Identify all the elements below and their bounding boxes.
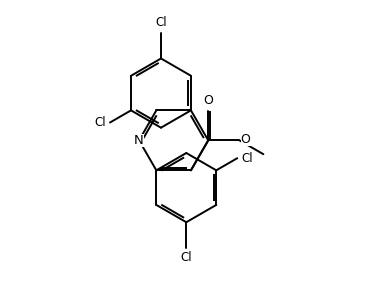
Text: O: O: [241, 133, 250, 146]
Text: O: O: [203, 94, 213, 107]
Text: Cl: Cl: [180, 251, 192, 264]
Text: Cl: Cl: [95, 116, 106, 129]
Text: Cl: Cl: [241, 152, 253, 165]
Text: N: N: [134, 134, 144, 147]
Text: Cl: Cl: [155, 16, 167, 30]
